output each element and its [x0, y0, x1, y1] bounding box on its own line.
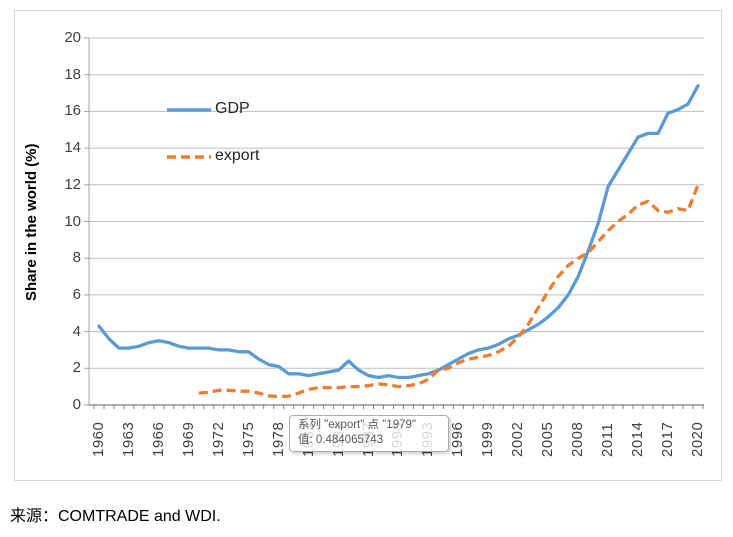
chart-area[interactable]: Share in the world (%) 0 2 4 6 8 10 12 14 16 18 20…	[14, 10, 722, 481]
y-tick-label: 14	[64, 139, 81, 157]
x-tick-label: 2008	[569, 421, 587, 457]
x-tick-label: 2011	[599, 422, 617, 457]
y-tick-label: 20	[64, 29, 81, 46]
export-line-sample	[167, 155, 211, 159]
y-tick-label: 16	[64, 102, 81, 120]
gdp-line-sample	[167, 108, 211, 112]
y-tick-label: 12	[64, 175, 81, 193]
x-tick-label: 2017	[659, 421, 677, 457]
y-tick-label: 6	[72, 285, 81, 303]
x-tick-label: 2020	[688, 421, 706, 457]
gdp-series-line[interactable]	[97, 84, 700, 380]
y-tick-label: 10	[64, 212, 81, 230]
x-tick-label: 1963	[119, 421, 137, 457]
export-series-line[interactable]	[198, 184, 700, 399]
y-tick-label: 4	[72, 322, 81, 340]
y-tick-label: 18	[64, 65, 81, 83]
source-note: 来源：COMTRADE and WDI.	[10, 508, 221, 525]
x-tick-label: 1966	[149, 421, 167, 457]
legend-label-export: export	[215, 147, 260, 164]
x-tick-label: 1972	[209, 421, 227, 457]
x-tick-label: 1978	[269, 421, 287, 457]
x-tick-label: 1999	[479, 421, 497, 457]
y-axis-title: Share in the world (%)	[23, 143, 40, 301]
tooltip-series-point: 系列 "export" 点 "1979"	[298, 419, 416, 431]
x-tick-label: 2005	[539, 421, 557, 457]
x-tick-label: 1960	[90, 421, 107, 457]
x-tick-label: 2014	[629, 421, 647, 457]
x-tick-label: 1996	[449, 421, 467, 457]
y-tick-label: 2	[72, 359, 81, 377]
y-tick-label: 8	[72, 249, 81, 267]
x-tick-label: 1969	[179, 421, 197, 457]
x-tick-label: 1975	[239, 421, 257, 457]
chart-tooltip: 系列 "export" 点 "1979" 值: 0.484065743	[289, 415, 449, 452]
legend-label-gdp: GDP	[215, 100, 250, 117]
tooltip-value: 值: 0.484065743	[298, 434, 384, 446]
y-tick-label: 0	[72, 396, 81, 413]
x-tick-label: 2002	[509, 421, 527, 457]
